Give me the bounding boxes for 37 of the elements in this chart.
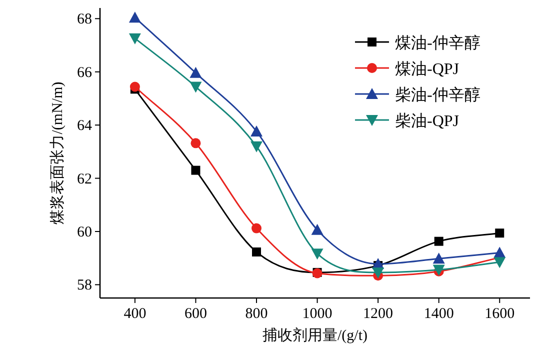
legend-label: 煤油-仲辛醇 [395, 34, 480, 52]
point [494, 257, 506, 268]
x-tick-label: 1400 [424, 306, 454, 322]
legend-label: 煤油-QPJ [395, 60, 460, 78]
point [191, 166, 200, 175]
point [128, 12, 141, 23]
point [252, 247, 261, 256]
point [372, 267, 384, 278]
point [432, 252, 445, 264]
y-tick-label: 66 [77, 64, 92, 81]
point [190, 82, 202, 93]
y-tick-label: 60 [77, 224, 92, 240]
x-tick-label: 1000 [302, 306, 332, 322]
point [434, 236, 444, 246]
y-tick-label: 62 [77, 171, 92, 188]
y-tick-label: 64 [77, 118, 92, 134]
point [495, 228, 504, 238]
x-tick-label: 600 [184, 306, 207, 322]
point [311, 224, 324, 235]
point [190, 66, 202, 78]
x-tick-label: 1600 [484, 306, 515, 322]
y-axis-title: 煤浆表面张力/(mN/m) [49, 82, 66, 224]
point [250, 125, 262, 136]
y-tick-label: 58 [77, 278, 92, 294]
point [250, 141, 262, 152]
point [252, 223, 262, 234]
point [311, 248, 324, 260]
x-tick-label: 1200 [363, 306, 394, 322]
legend-label: 柴油-QPJ [395, 112, 460, 130]
point [190, 138, 201, 148]
x-axis-title: 捕收剂用量/(g/t) [262, 327, 368, 344]
x-tick-label: 800 [245, 306, 268, 322]
x-tick-label: 400 [124, 306, 146, 322]
point [130, 82, 140, 92]
y-tick-label: 68 [77, 12, 92, 28]
point [128, 33, 141, 44]
legend-label: 柴油-仲辛醇 [395, 86, 480, 104]
